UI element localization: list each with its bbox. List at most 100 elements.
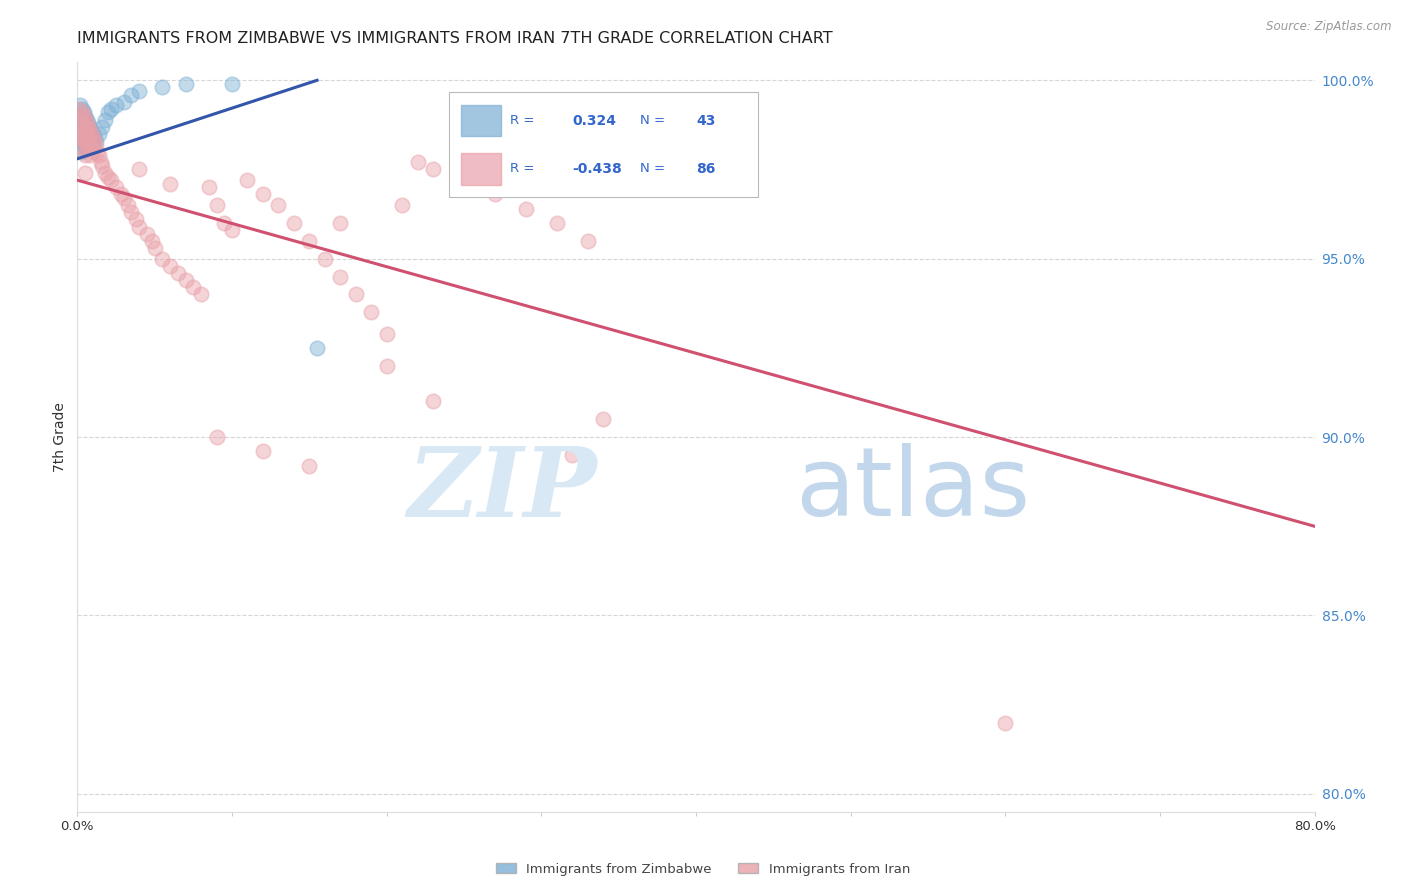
Point: [221, 77, 243, 91]
Point: [329, 269, 352, 284]
Point: [69, 98, 91, 112]
Point: [83, 134, 105, 148]
Point: [79, 130, 101, 145]
Point: [360, 305, 382, 319]
Point: [121, 205, 143, 219]
Point: [69, 120, 91, 134]
Point: [76, 141, 98, 155]
Point: [69, 109, 91, 123]
Point: [994, 715, 1017, 730]
Legend: Immigrants from Zimbabwe, Immigrants from Iran: Immigrants from Zimbabwe, Immigrants fro…: [491, 857, 915, 881]
Point: [76, 123, 98, 137]
Point: [128, 162, 150, 177]
Point: [72, 137, 94, 152]
Point: [406, 155, 429, 169]
Point: [77, 134, 100, 148]
Point: [236, 173, 259, 187]
Point: [314, 252, 336, 266]
Point: [167, 266, 190, 280]
Point: [375, 326, 398, 341]
Point: [375, 359, 398, 373]
Point: [80, 141, 103, 155]
Point: [72, 116, 94, 130]
Point: [198, 180, 221, 194]
Point: [83, 130, 105, 145]
Point: [75, 134, 96, 148]
Point: [422, 162, 444, 177]
Point: [592, 412, 614, 426]
Point: [72, 134, 94, 148]
Point: [100, 102, 122, 116]
Point: [76, 112, 98, 127]
Point: [110, 187, 132, 202]
Point: [205, 430, 228, 444]
Point: [79, 120, 101, 134]
Point: [190, 287, 212, 301]
Point: [183, 280, 205, 294]
Point: [105, 180, 128, 194]
Point: [94, 112, 117, 127]
Point: [117, 198, 139, 212]
Point: [484, 187, 506, 202]
Point: [77, 141, 100, 155]
Point: [76, 137, 98, 152]
Point: [76, 127, 98, 141]
Point: [87, 148, 110, 162]
Point: [159, 177, 181, 191]
Text: atlas: atlas: [794, 443, 1031, 536]
Point: [70, 134, 93, 148]
Point: [344, 287, 367, 301]
Point: [94, 166, 117, 180]
Point: [84, 134, 107, 148]
Point: [69, 130, 91, 145]
Point: [105, 98, 128, 112]
Point: [214, 216, 236, 230]
Point: [221, 223, 243, 237]
Point: [80, 134, 103, 148]
Point: [307, 341, 329, 355]
Point: [79, 148, 101, 162]
Point: [128, 84, 150, 98]
Point: [112, 191, 135, 205]
Point: [70, 116, 93, 130]
Point: [546, 216, 568, 230]
Point: [75, 130, 96, 145]
Point: [267, 198, 290, 212]
Point: [391, 198, 413, 212]
Point: [72, 127, 94, 141]
Point: [112, 95, 135, 109]
Point: [77, 116, 100, 130]
Point: [82, 127, 104, 141]
Point: [87, 127, 110, 141]
Point: [72, 123, 94, 137]
Text: ZIP: ZIP: [408, 442, 598, 536]
Point: [70, 123, 93, 137]
Point: [76, 116, 98, 130]
Point: [80, 123, 103, 137]
Point: [136, 227, 159, 241]
Point: [143, 241, 166, 255]
Point: [283, 216, 305, 230]
Point: [125, 212, 148, 227]
Point: [70, 102, 93, 116]
Point: [67, 102, 90, 116]
Point: [90, 155, 112, 169]
Point: [91, 159, 114, 173]
Point: [84, 137, 107, 152]
Point: [82, 130, 104, 145]
Point: [69, 109, 91, 123]
Point: [75, 141, 96, 155]
Point: [75, 148, 96, 162]
Point: [252, 187, 274, 202]
Point: [97, 105, 120, 120]
Point: [72, 109, 94, 123]
Point: [70, 112, 93, 127]
Point: [69, 123, 91, 137]
Text: Source: ZipAtlas.com: Source: ZipAtlas.com: [1267, 20, 1392, 33]
Point: [82, 145, 104, 159]
Point: [561, 448, 583, 462]
Point: [86, 145, 108, 159]
Point: [576, 234, 599, 248]
Point: [75, 112, 96, 127]
Point: [80, 127, 103, 141]
